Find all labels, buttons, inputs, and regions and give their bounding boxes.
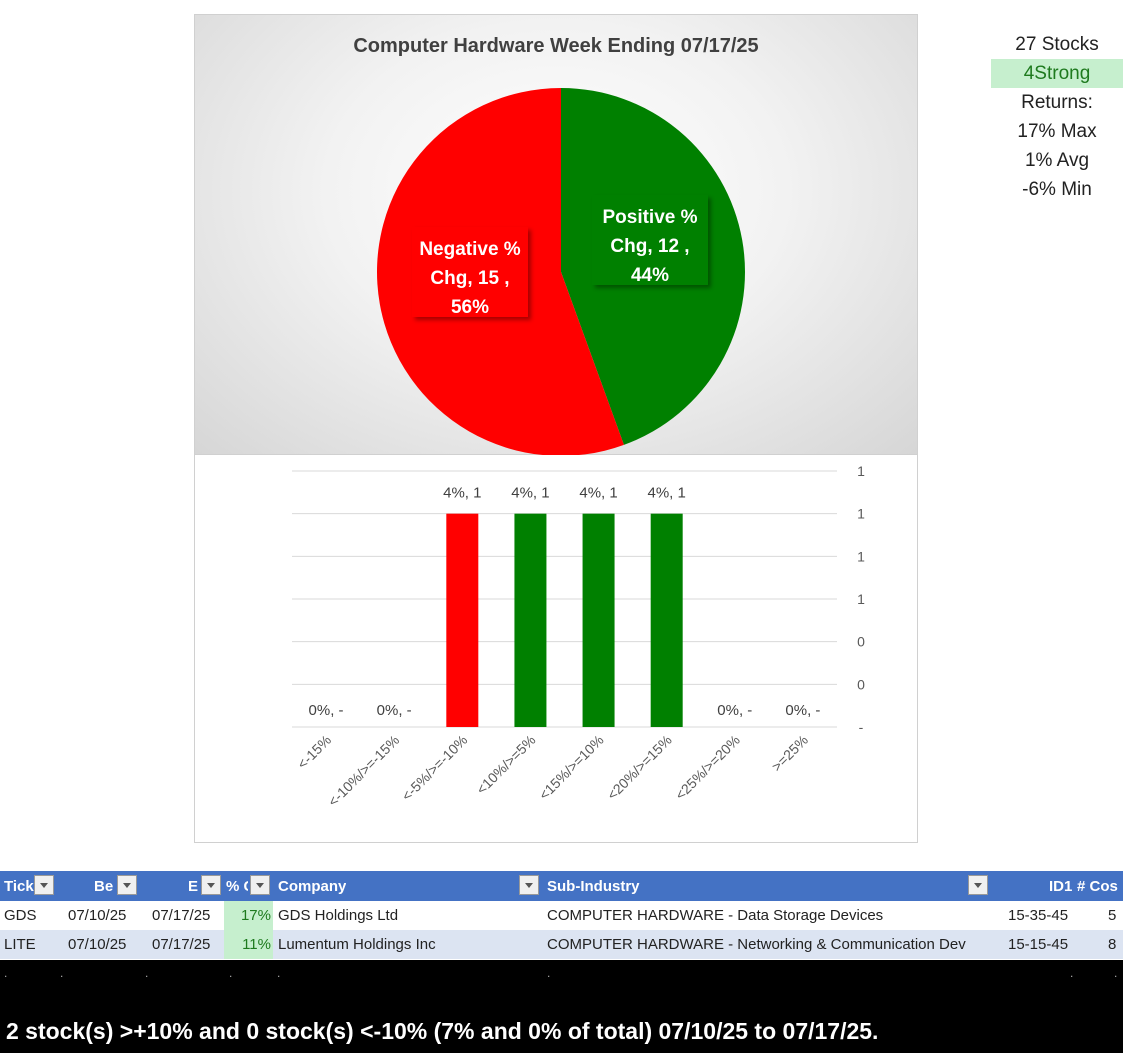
avg-return: 1% Avg bbox=[1024, 150, 1090, 171]
y-tick-label: 1 bbox=[857, 506, 865, 522]
svg-text:Positive %Chg, 12 ,44%: Positive % Chg, 12 , 44% bbox=[602, 207, 697, 286]
svg-text:Negative %Chg, 15 ,56%: Negative % Chg, 15 , 56% bbox=[419, 239, 520, 318]
bar-data-label: 4%, 1 bbox=[511, 485, 549, 502]
header-pct: % C bbox=[226, 878, 248, 895]
begin-filter-button[interactable] bbox=[117, 875, 137, 895]
header-id1: ID1 bbox=[1049, 878, 1073, 895]
min-return: -6% Min bbox=[1022, 179, 1092, 200]
end-filter-button[interactable] bbox=[201, 875, 221, 895]
pie-chart-title: Computer Hardware Week Ending 07/17/25 bbox=[353, 35, 759, 57]
y-tick-label: 0 bbox=[857, 634, 865, 650]
x-category-label: >=25% bbox=[768, 732, 811, 775]
pie-chart: Positive % Chg, 12 , 44% Negative % Chg, 15 … bbox=[376, 88, 745, 456]
table-header: Tick Be E % C Company Sub-Industry ID1 #… bbox=[0, 871, 1123, 901]
subindustry-filter-button[interactable] bbox=[968, 875, 988, 895]
cell-end: 07/17/25 bbox=[152, 907, 211, 924]
y-tick-label: 0 bbox=[857, 676, 865, 692]
cell-id1: 15-35-45 bbox=[1008, 907, 1069, 924]
x-category-label: <25%/>=20% bbox=[672, 732, 743, 803]
ticker-filter-button[interactable] bbox=[34, 875, 54, 895]
separator-dot: . bbox=[277, 966, 281, 980]
summary-footer: . . . . . . . . 2 stock(s) >+10% and 0 s… bbox=[0, 960, 1123, 1053]
returns-label: Returns: bbox=[1021, 92, 1093, 113]
separator-dot: . bbox=[60, 966, 64, 980]
separator-dot: . bbox=[4, 966, 8, 980]
bar-data-label: 0%, - bbox=[309, 702, 344, 719]
bar-data-label: 0%, - bbox=[377, 702, 412, 719]
bar-data-label: 4%, 1 bbox=[648, 485, 686, 502]
stocks-table: Tick Be E % C Company Sub-Industry ID1 #… bbox=[0, 871, 1123, 959]
x-category-label: <-15% bbox=[294, 732, 334, 772]
bar-chart-panel: - 0 0 1 1 1 1 0%, - <-15% 0%, - <-10%/>=-15% 4%, 1 <… bbox=[194, 455, 918, 843]
cell-end: 07/17/25 bbox=[152, 936, 211, 953]
bar-data-label: 0%, - bbox=[785, 702, 820, 719]
header-subindustry: Sub-Industry bbox=[547, 878, 640, 895]
pie-data-label: Negative % Chg, 15 , 56% bbox=[412, 227, 528, 318]
header-begin: Be bbox=[94, 878, 114, 895]
separator-dot: . bbox=[229, 966, 233, 980]
pct-filter-button[interactable] bbox=[250, 875, 270, 895]
x-category-label: <10%/>=5% bbox=[473, 732, 539, 798]
table-row[interactable]: GDS 07/10/25 07/17/25 17% GDS Holdings L… bbox=[0, 901, 1123, 930]
bar bbox=[582, 513, 615, 727]
cell-pct: 11% bbox=[224, 930, 273, 959]
y-tick-label: 1 bbox=[857, 463, 865, 479]
strong-count: 4Strong bbox=[991, 59, 1123, 88]
bar-chart: - 0 0 1 1 1 1 0%, - <-15% 0%, - <-10%/>=-15% 4%, 1 <… bbox=[292, 463, 865, 810]
cell-begin: 07/10/25 bbox=[68, 907, 127, 924]
stats-panel: 27 Stocks 4Strong Returns: 17% Max 1% Av… bbox=[991, 30, 1123, 204]
cell-cos: 5 bbox=[1108, 907, 1117, 924]
x-category-label: <-5%/>=-10% bbox=[398, 732, 470, 804]
header-company: Company bbox=[278, 878, 347, 895]
separator-dot: . bbox=[1114, 966, 1118, 980]
max-return: 17% Max bbox=[1017, 121, 1097, 142]
cell-ticker: LITE bbox=[4, 936, 36, 953]
cell-pct: 17% bbox=[224, 901, 273, 930]
y-tick-label: 1 bbox=[857, 591, 865, 607]
header-ticker: Tick bbox=[4, 878, 34, 895]
cell-subindustry: COMPUTER HARDWARE - Networking & Communi… bbox=[547, 936, 966, 953]
stock-count: 27 Stocks bbox=[1015, 34, 1099, 55]
bar bbox=[446, 513, 479, 727]
bar-data-label: 4%, 1 bbox=[443, 485, 481, 502]
cell-begin: 07/10/25 bbox=[68, 936, 127, 953]
pie-data-label: Positive % Chg, 12 , 44% bbox=[592, 195, 708, 286]
cell-company: Lumentum Holdings Inc bbox=[278, 936, 436, 953]
separator-dot: . bbox=[1070, 966, 1074, 980]
cell-subindustry: COMPUTER HARDWARE - Data Storage Devices bbox=[547, 907, 884, 924]
table-row[interactable]: LITE 07/10/25 07/17/25 11% Lumentum Hold… bbox=[0, 930, 1123, 959]
cell-id1: 15-15-45 bbox=[1008, 936, 1069, 953]
header-cos: # Cos bbox=[1077, 878, 1118, 895]
x-category-label: <20%/>=15% bbox=[604, 732, 675, 803]
cell-ticker: GDS bbox=[4, 907, 37, 924]
company-filter-button[interactable] bbox=[519, 875, 539, 895]
cell-company: GDS Holdings Ltd bbox=[278, 907, 399, 924]
header-end: E bbox=[188, 878, 199, 895]
separator-dot: . bbox=[547, 966, 551, 980]
bar bbox=[650, 513, 683, 727]
cell-cos: 8 bbox=[1108, 936, 1117, 953]
summary-text: 2 stock(s) >+10% and 0 stock(s) <-10% (7… bbox=[6, 1018, 879, 1044]
pie-chart-panel: Computer Hardware Week Ending 07/17/25 P… bbox=[194, 14, 918, 456]
x-category-label: <-10%/>=-15% bbox=[325, 732, 403, 810]
y-tick-label: - bbox=[859, 719, 864, 735]
bar-data-label: 4%, 1 bbox=[579, 485, 617, 502]
x-category-label: <15%/>=10% bbox=[536, 732, 607, 803]
y-tick-label: 1 bbox=[857, 548, 865, 564]
bar bbox=[514, 513, 547, 727]
separator-dot: . bbox=[145, 966, 149, 980]
bar-data-label: 0%, - bbox=[717, 702, 752, 719]
